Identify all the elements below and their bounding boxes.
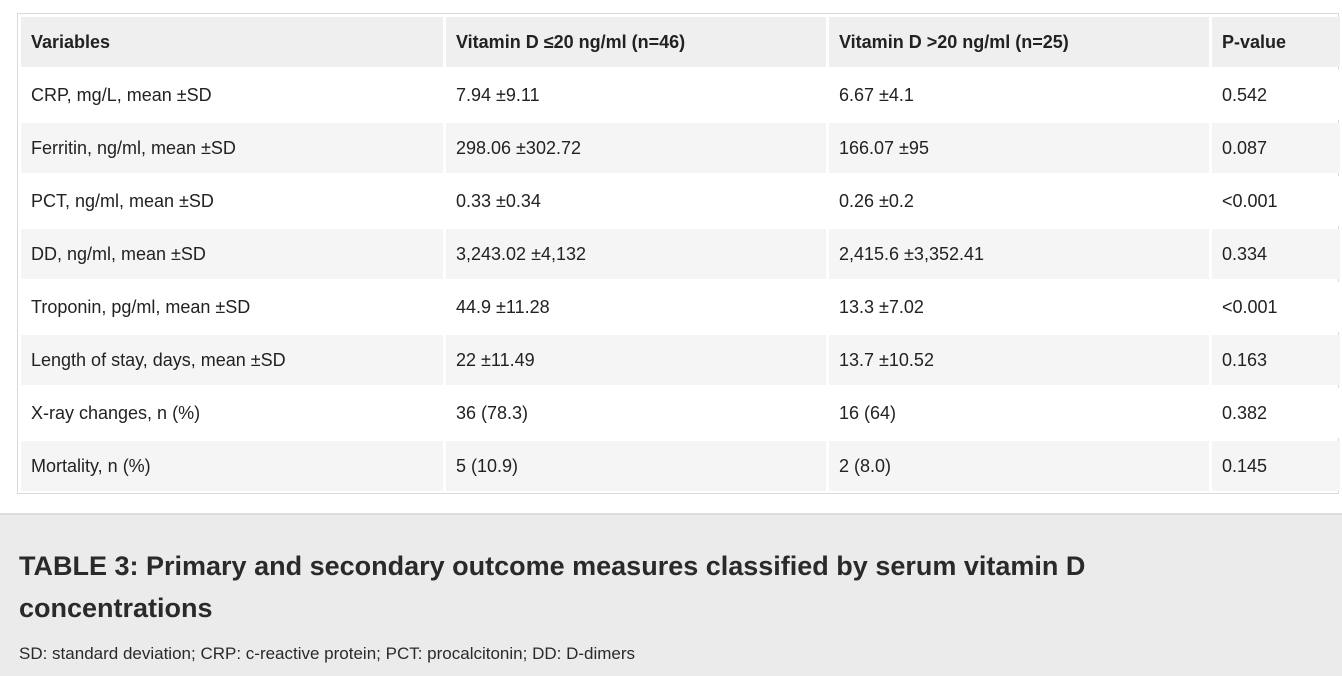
cell-p-value: <0.001 [1212,282,1340,332]
cell-variable: PCT, ng/ml, mean ±SD [21,176,443,226]
cell-vitd-high: 2,415.6 ±3,352.41 [829,229,1209,279]
table-row: X-ray changes, n (%) 36 (78.3) 16 (64) 0… [21,388,1340,438]
cell-variable: Ferritin, ng/ml, mean ±SD [21,123,443,173]
data-table-container: Variables Vitamin D ≤20 ng/ml (n=46) Vit… [17,13,1342,494]
cell-vitd-low: 7.94 ±9.11 [446,70,826,120]
cell-p-value: <0.001 [1212,176,1340,226]
table-row: DD, ng/ml, mean ±SD 3,243.02 ±4,132 2,41… [21,229,1340,279]
cell-p-value: 0.145 [1212,441,1340,491]
cell-vitd-low: 0.33 ±0.34 [446,176,826,226]
cell-p-value: 0.334 [1212,229,1340,279]
cell-vitd-high: 2 (8.0) [829,441,1209,491]
cell-vitd-low: 3,243.02 ±4,132 [446,229,826,279]
caption-title: TABLE 3: Primary and secondary outcome m… [19,551,1086,623]
cell-vitd-low: 298.06 ±302.72 [446,123,826,173]
caption-abbreviations: SD: standard deviation; CRP: c-reactive … [19,644,636,663]
table-row: Length of stay, days, mean ±SD 22 ±11.49… [21,335,1340,385]
column-header-variables: Variables [21,17,443,67]
cell-vitd-low: 44.9 ±11.28 [446,282,826,332]
cell-variable: Mortality, n (%) [21,441,443,491]
outcome-measures-table: Variables Vitamin D ≤20 ng/ml (n=46) Vit… [18,14,1342,494]
cell-vitd-high: 16 (64) [829,388,1209,438]
cell-vitd-low: 36 (78.3) [446,388,826,438]
cell-vitd-low: 22 ±11.49 [446,335,826,385]
cell-p-value: 0.542 [1212,70,1340,120]
cell-vitd-high: 166.07 ±95 [829,123,1209,173]
table-row: PCT, ng/ml, mean ±SD 0.33 ±0.34 0.26 ±0.… [21,176,1340,226]
cell-p-value: 0.382 [1212,388,1340,438]
cell-variable: CRP, mg/L, mean ±SD [21,70,443,120]
cell-vitd-high: 13.7 ±10.52 [829,335,1209,385]
cell-variable: DD, ng/ml, mean ±SD [21,229,443,279]
table-row: CRP, mg/L, mean ±SD 7.94 ±9.11 6.67 ±4.1… [21,70,1340,120]
cell-vitd-low: 5 (10.9) [446,441,826,491]
table-row: Ferritin, ng/ml, mean ±SD 298.06 ±302.72… [21,123,1340,173]
table-caption: TABLE 3: Primary and secondary outcome m… [0,513,1342,676]
column-header-vitd-high: Vitamin D >20 ng/ml (n=25) [829,17,1209,67]
cell-variable: Troponin, pg/ml, mean ±SD [21,282,443,332]
table-header-row: Variables Vitamin D ≤20 ng/ml (n=46) Vit… [21,17,1340,67]
cell-p-value: 0.087 [1212,123,1340,173]
table-row: Mortality, n (%) 5 (10.9) 2 (8.0) 0.145 [21,441,1340,491]
cell-vitd-high: 0.26 ±0.2 [829,176,1209,226]
cell-vitd-high: 6.67 ±4.1 [829,70,1209,120]
column-header-vitd-low: Vitamin D ≤20 ng/ml (n=46) [446,17,826,67]
table-row: Troponin, pg/ml, mean ±SD 44.9 ±11.28 13… [21,282,1340,332]
column-header-p-value: P-value [1212,17,1340,67]
cell-variable: Length of stay, days, mean ±SD [21,335,443,385]
cell-vitd-high: 13.3 ±7.02 [829,282,1209,332]
cell-p-value: 0.163 [1212,335,1340,385]
cell-variable: X-ray changes, n (%) [21,388,443,438]
